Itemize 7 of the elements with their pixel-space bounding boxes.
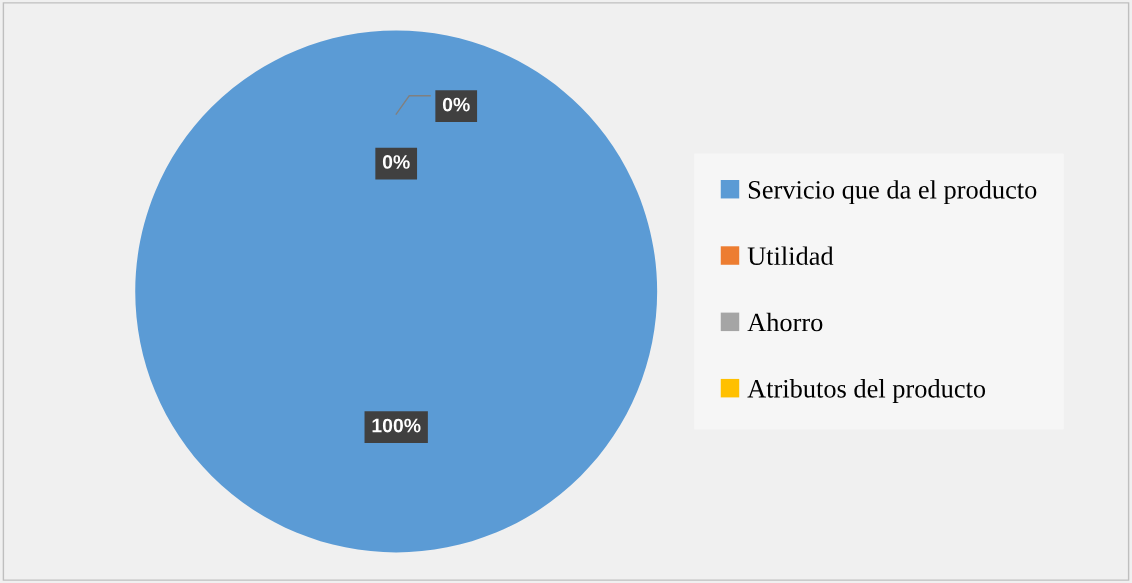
data-label: 100% — [372, 418, 421, 433]
legend-label: Servicio que da el producto — [748, 180, 1037, 205]
legend-label: Ahorro — [747, 312, 823, 332]
legend-label: Utilidad — [747, 246, 834, 266]
text: 0% — [442, 97, 470, 112]
legend-label: Atributos del producto — [747, 379, 986, 404]
text: 0% — [382, 155, 410, 169]
